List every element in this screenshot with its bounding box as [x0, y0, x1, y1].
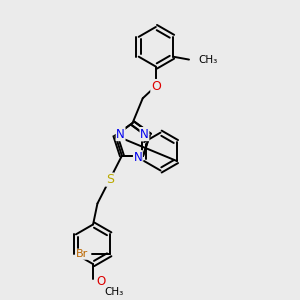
Text: Br: Br — [76, 249, 88, 259]
Text: CH₃: CH₃ — [104, 287, 123, 297]
Text: O: O — [151, 80, 161, 93]
Text: N: N — [134, 151, 142, 164]
Text: S: S — [106, 173, 114, 186]
Text: N: N — [140, 128, 149, 141]
Text: CH₃: CH₃ — [198, 55, 218, 64]
Text: N: N — [116, 128, 125, 141]
Text: O: O — [97, 275, 106, 288]
